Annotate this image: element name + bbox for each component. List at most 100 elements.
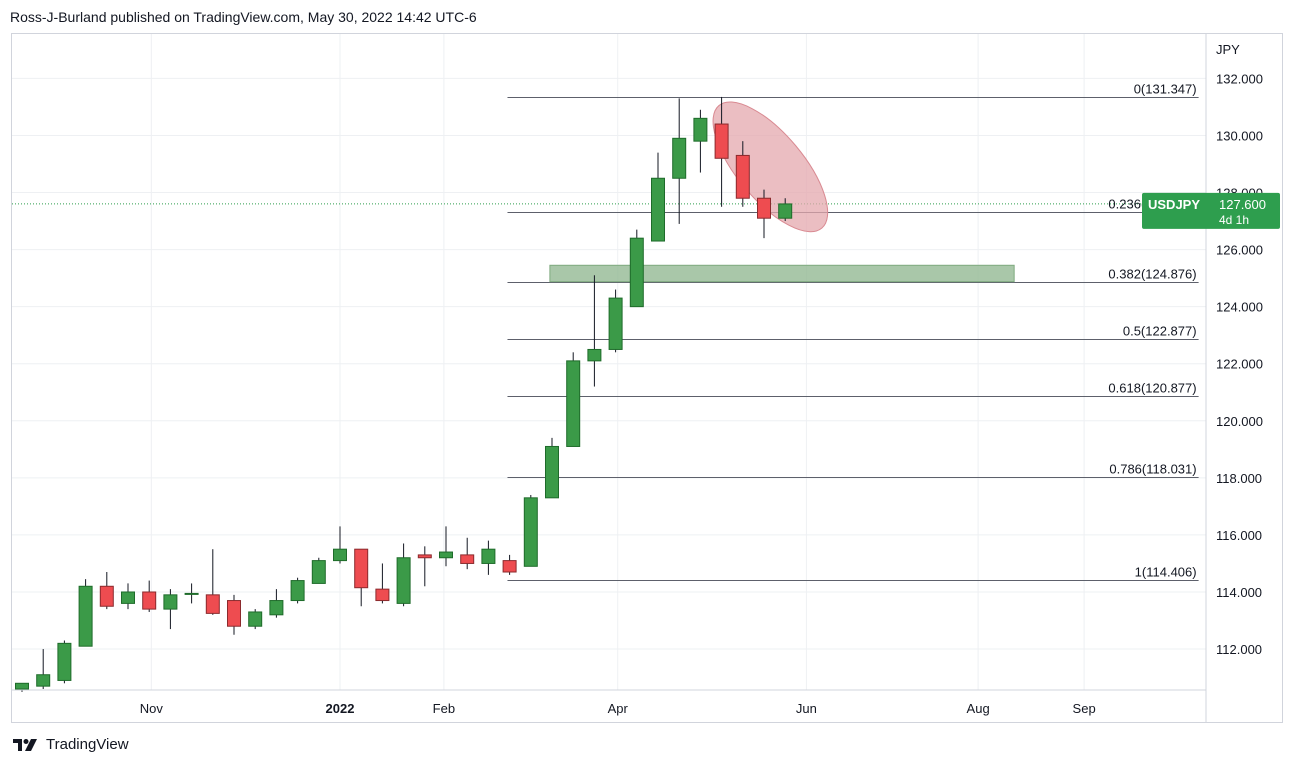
- y-tick-label: 112.000: [1216, 642, 1262, 657]
- candle: [608, 289, 623, 353]
- candle-body: [396, 557, 411, 604]
- fib-level-label: 1(114.406): [1135, 565, 1197, 580]
- candle: [36, 649, 51, 689]
- candle-body: [290, 580, 305, 602]
- publisher-header: Ross-J-Burland published on TradingView.…: [10, 9, 477, 25]
- fib-level-label: 0.786(118.031): [1109, 462, 1196, 477]
- candle: [205, 549, 220, 615]
- y-tick-label: 120.000: [1216, 414, 1263, 429]
- candle: [439, 526, 453, 567]
- candle: [248, 609, 263, 630]
- candle-body: [651, 177, 665, 242]
- candle: [163, 589, 178, 630]
- candle-body: [735, 154, 750, 199]
- candle: [184, 583, 199, 604]
- fib-level-label: 0.618(120.877): [1108, 381, 1196, 396]
- candle: [629, 229, 644, 308]
- y-tick-label: 116.000: [1216, 528, 1262, 543]
- candle-body: [523, 497, 538, 567]
- price-tag-box: [1142, 192, 1280, 229]
- fib-level-label: 0.382(124.876): [1108, 267, 1196, 282]
- candle-body: [163, 594, 178, 610]
- candle-body: [460, 554, 475, 564]
- y-tick-label: 114.000: [1216, 585, 1262, 600]
- y-tick-label: 130.000: [1216, 128, 1263, 143]
- candle: [566, 352, 581, 447]
- last-price-label: 127.600: [1219, 197, 1266, 212]
- candle-body: [78, 585, 93, 647]
- candle-body: [481, 548, 496, 564]
- y-tick-label: 122.000: [1216, 357, 1263, 372]
- x-tick-label: Aug: [967, 701, 990, 716]
- candle-body: [502, 560, 517, 573]
- candle: [672, 98, 687, 224]
- candle-body: [205, 594, 220, 614]
- candle: [481, 540, 496, 575]
- x-tick-label: Feb: [433, 701, 455, 716]
- candle-body: [587, 348, 602, 362]
- candle: [290, 577, 305, 604]
- candle-body: [757, 197, 771, 219]
- y-tick-label: 118.000: [1216, 471, 1262, 486]
- x-tick-label: Sep: [1073, 701, 1096, 716]
- highlight-ellipse-layer[interactable]: [694, 84, 847, 249]
- support-zone-rect: [549, 264, 1015, 283]
- candle-body: [248, 611, 263, 627]
- candle: [587, 275, 602, 387]
- candle: [15, 682, 29, 692]
- footer-brand[interactable]: TradingView: [12, 736, 129, 753]
- x-tick-label: Jun: [796, 701, 817, 716]
- symbol-label: USDJPY: [1148, 197, 1200, 212]
- candle-body: [121, 591, 135, 604]
- candle-body: [714, 123, 729, 159]
- support-zone[interactable]: [549, 264, 1015, 283]
- candle: [460, 537, 475, 570]
- candle-body: [15, 682, 29, 690]
- candle: [693, 109, 708, 173]
- fib-level-label: 0.5(122.877): [1123, 324, 1197, 339]
- candle: [227, 594, 241, 635]
- candle: [714, 96, 729, 207]
- tradingview-logo-icon: [13, 738, 37, 751]
- candle: [57, 640, 72, 684]
- x-tick-label: Apr: [608, 701, 629, 716]
- y-tick-label: 124.000: [1216, 300, 1263, 315]
- candles: [15, 96, 793, 692]
- currency-label: JPY: [1216, 42, 1240, 57]
- candle: [545, 437, 559, 499]
- candle-body: [184, 592, 199, 595]
- candle-body: [417, 554, 432, 559]
- y-tick-label: 132.000: [1216, 71, 1263, 86]
- candle: [396, 543, 411, 607]
- candle-body: [227, 600, 241, 627]
- candle-body: [57, 642, 72, 681]
- candle: [375, 563, 390, 604]
- candle: [121, 583, 135, 610]
- candle: [78, 579, 93, 647]
- candle: [417, 546, 432, 587]
- candle: [354, 548, 369, 607]
- candle: [333, 526, 347, 564]
- candle: [99, 572, 114, 610]
- candle: [778, 198, 793, 222]
- highlight-ellipse: [712, 101, 829, 233]
- y-tick-label: 126.000: [1216, 243, 1263, 258]
- candle: [735, 141, 750, 207]
- candle-body: [99, 585, 114, 607]
- candle: [651, 152, 665, 242]
- candle-body: [566, 360, 581, 447]
- candle-body: [375, 588, 390, 602]
- candle-body: [672, 137, 687, 179]
- candle: [757, 189, 771, 239]
- candle-body: [36, 674, 51, 687]
- fib-level-label: 0(131.347): [1134, 82, 1197, 97]
- countdown-label: 4d 1h: [1219, 213, 1249, 227]
- candle-body: [333, 548, 347, 562]
- grid-lines: [12, 34, 1206, 690]
- candle: [502, 554, 517, 575]
- candle: [269, 589, 284, 618]
- candle-body: [354, 548, 369, 589]
- axes: 112.000 114.000 116.000 118.000 120.000 122.0…: [12, 34, 1263, 723]
